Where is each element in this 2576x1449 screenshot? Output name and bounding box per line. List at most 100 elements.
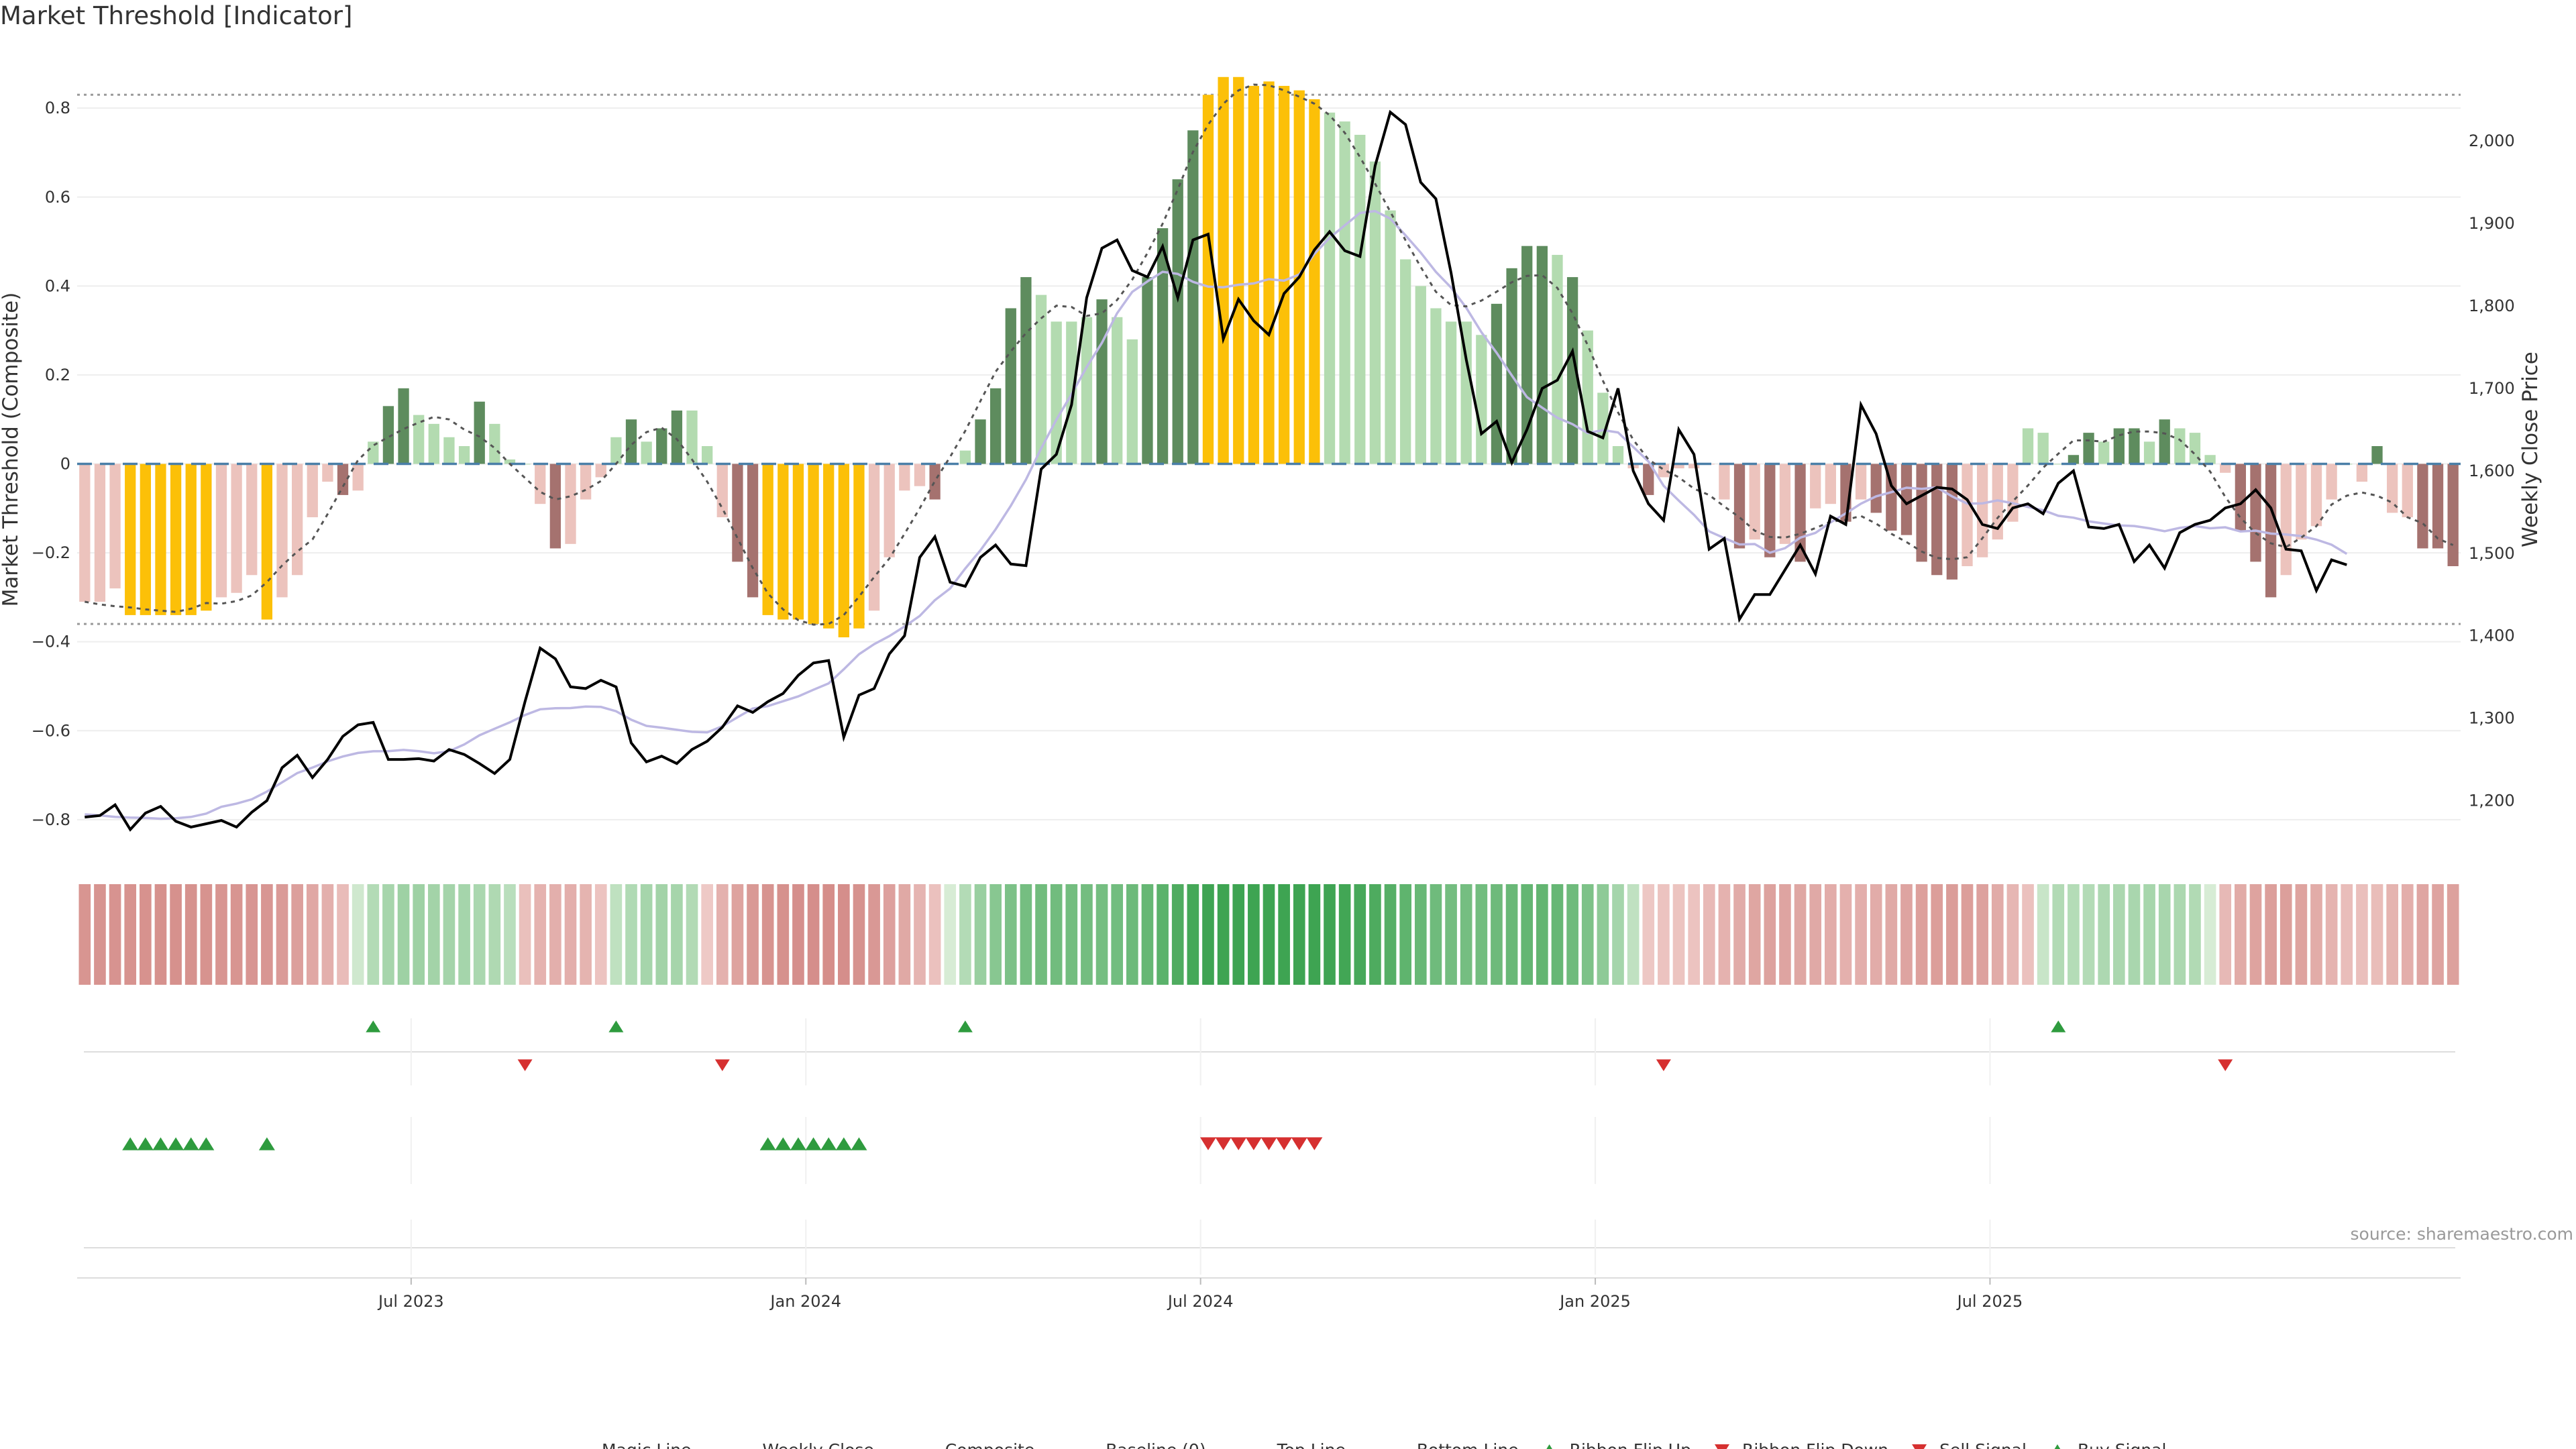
ribbon-segment bbox=[1733, 884, 1746, 985]
ribbon-segment bbox=[1202, 884, 1214, 985]
composite-bar bbox=[1309, 99, 1320, 464]
legend-item-baseline: Baseline (0) bbox=[1106, 1440, 1205, 1449]
ribbon-segment bbox=[2098, 884, 2110, 985]
composite-bar bbox=[1248, 86, 1260, 464]
ribbon-segment bbox=[1263, 884, 1275, 985]
composite-bar bbox=[580, 464, 592, 500]
legend-label: Sell Signal bbox=[1939, 1440, 2027, 1449]
x-tick-label: Jul 2025 bbox=[1956, 1292, 2023, 1311]
chart-title: Market Threshold [Indicator] bbox=[0, 1, 353, 30]
composite-bar bbox=[1476, 335, 1487, 464]
composite-bar bbox=[1582, 330, 1593, 464]
ribbon-segment bbox=[2295, 884, 2308, 985]
legend-label: Ribbon Flip Up bbox=[1570, 1440, 1691, 1449]
ribbon-segment bbox=[246, 884, 258, 985]
ribbon-segment bbox=[184, 884, 197, 985]
left-tick-label: −0.6 bbox=[32, 721, 70, 740]
ribbon-flip-up-marker bbox=[957, 1020, 973, 1032]
right-tick-label: 1,200 bbox=[2469, 792, 2515, 810]
composite-bar bbox=[1931, 464, 1943, 576]
ribbon-segment bbox=[1217, 884, 1230, 985]
composite-bar bbox=[2296, 464, 2307, 540]
left-tick-label: 0.8 bbox=[45, 99, 70, 117]
composite-bar bbox=[2083, 433, 2094, 464]
ribbon-segment bbox=[291, 884, 303, 985]
ribbon-segment bbox=[868, 884, 880, 985]
ribbon-segment bbox=[2447, 884, 2459, 985]
right-tick-label: 1,700 bbox=[2469, 379, 2515, 398]
ribbon-segment bbox=[1050, 884, 1063, 985]
composite-bar bbox=[1445, 321, 1457, 464]
ribbon-segment bbox=[2432, 884, 2444, 985]
composite-bar bbox=[1673, 464, 1684, 469]
ribbon-segment bbox=[989, 884, 1002, 985]
ribbon-segment bbox=[2235, 884, 2247, 985]
right-axis-title: Weekly Close Price bbox=[2518, 352, 2542, 547]
composite-bar bbox=[1643, 464, 1654, 495]
composite-bar bbox=[1126, 339, 1138, 464]
ribbon-segment bbox=[2204, 884, 2216, 985]
ribbon-segment bbox=[853, 884, 865, 985]
composite-bar bbox=[716, 464, 728, 518]
ribbon-segment bbox=[1157, 884, 1169, 985]
legend-item-composite: Composite bbox=[945, 1440, 1034, 1449]
composite-bar bbox=[1612, 446, 1624, 464]
ribbon-segment bbox=[2371, 884, 2383, 985]
left-tick-label: −0.4 bbox=[32, 633, 70, 651]
ribbon-segment bbox=[1536, 884, 1548, 985]
composite-bar bbox=[337, 464, 349, 495]
left-tick-label: 0.2 bbox=[45, 366, 70, 384]
composite-bar bbox=[1916, 464, 1927, 562]
composite-bar bbox=[747, 464, 759, 598]
ribbon-segment bbox=[519, 884, 531, 985]
composite-bar bbox=[549, 464, 561, 549]
composite-bar bbox=[1400, 259, 1411, 464]
ribbon-segment bbox=[1870, 884, 1882, 985]
sell-signal-marker bbox=[1199, 1137, 1216, 1150]
composite-bar bbox=[2129, 428, 2140, 464]
composite-bar bbox=[2204, 455, 2216, 464]
composite-bar bbox=[838, 464, 849, 638]
magic-line bbox=[85, 83, 2454, 626]
composite-bar bbox=[2037, 433, 2049, 464]
composite-bar bbox=[899, 464, 910, 491]
ribbon-segment bbox=[1566, 884, 1578, 985]
legend-item-buy: Buy Signal bbox=[2054, 1440, 2167, 1449]
composite-bar bbox=[1339, 121, 1350, 464]
legend-label: Ribbon Flip Down bbox=[1742, 1440, 1888, 1449]
composite-bar bbox=[686, 410, 698, 464]
composite-bar bbox=[702, 446, 713, 464]
ribbon-segment bbox=[488, 884, 501, 985]
ribbon-segment bbox=[1035, 884, 1047, 985]
ribbon-segment bbox=[1931, 884, 1943, 985]
composite-bar bbox=[382, 406, 394, 464]
composite-bar bbox=[458, 446, 470, 464]
ribbon-segment bbox=[2068, 884, 2080, 985]
ribbon-segment bbox=[838, 884, 850, 985]
ribbon-segment bbox=[276, 884, 288, 985]
ribbon-segment bbox=[2006, 884, 2019, 985]
left-tick-label: 0.4 bbox=[45, 276, 70, 295]
legend-item-magic: Magic Line bbox=[602, 1440, 692, 1449]
legend-label: Baseline (0) bbox=[1106, 1440, 1205, 1449]
ribbon-segment bbox=[1065, 884, 1078, 985]
ribbon-segment bbox=[1551, 884, 1564, 985]
legend-item-flip-up: Ribbon Flip Up bbox=[1546, 1440, 1691, 1449]
ribbon-segment bbox=[1915, 884, 1928, 985]
right-y-axis: 2,000 1,900 1,800 1,700 1,600 1,500 1,400 1,300… bbox=[2469, 131, 2515, 810]
ribbon-segment bbox=[1809, 884, 1822, 985]
composite-bar bbox=[1460, 321, 1472, 464]
composite-bar bbox=[565, 464, 576, 544]
ribbon-segment bbox=[443, 884, 455, 985]
ribbon-segment bbox=[1642, 884, 1655, 985]
composite-bar bbox=[1233, 76, 1244, 464]
composite-bar bbox=[1035, 294, 1047, 464]
left-tick-label: 0.6 bbox=[45, 188, 70, 207]
composite-bar bbox=[1900, 464, 1913, 535]
ribbon-segment bbox=[1430, 884, 1442, 985]
ribbon-segment bbox=[1491, 884, 1503, 985]
legend: Magic Line Weekly Close Composite Baseline … bbox=[602, 1440, 2167, 1449]
ribbon-segment bbox=[2158, 884, 2171, 985]
ribbon-segment bbox=[2325, 884, 2338, 985]
x-tick-label: Jan 2025 bbox=[1558, 1292, 1631, 1311]
